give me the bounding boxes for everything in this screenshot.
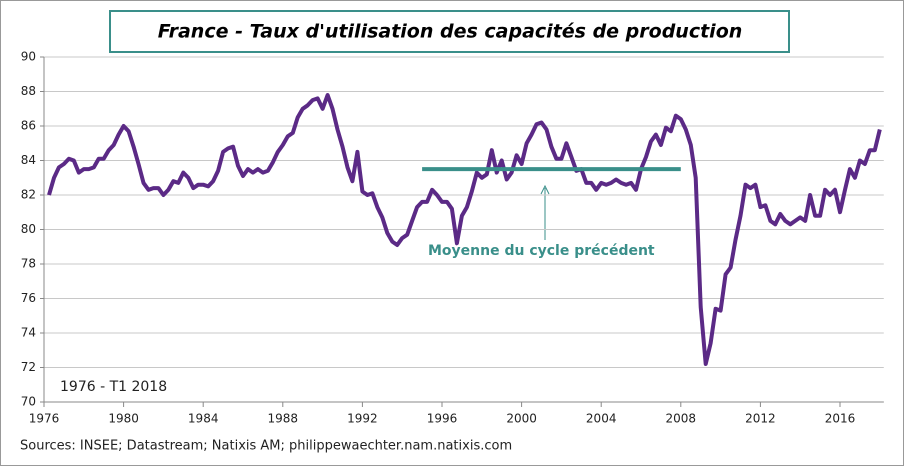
x-tick-label: 2004 bbox=[586, 412, 617, 426]
y-tick-label: 76 bbox=[21, 291, 36, 305]
y-tick-label: 74 bbox=[21, 326, 36, 340]
x-tick-label: 2008 bbox=[666, 412, 697, 426]
y-tick-label: 84 bbox=[21, 153, 36, 167]
chart-title: France - Taux d'utilisation des capacité… bbox=[158, 21, 743, 43]
y-tick-label: 78 bbox=[21, 257, 36, 271]
series-line bbox=[47, 93, 882, 366]
x-tick-label: 2012 bbox=[745, 412, 776, 426]
y-tick-label: 86 bbox=[21, 119, 36, 133]
x-tick-label: 2000 bbox=[506, 412, 537, 426]
source: Sources: INSEE; Datastream; Natixis AM; … bbox=[20, 439, 512, 454]
x-tick-label: 2016 bbox=[825, 412, 856, 426]
y-tick-label: 90 bbox=[21, 50, 36, 64]
x-tick-label: 1988 bbox=[268, 412, 299, 426]
x-tick-label: 1996 bbox=[427, 412, 458, 426]
y-tick-label: 70 bbox=[21, 395, 36, 409]
x-tick-label: 1984 bbox=[188, 412, 219, 426]
x-tick-label: 1992 bbox=[347, 412, 378, 426]
y-tick-label: 80 bbox=[21, 222, 36, 236]
y-tick-label: 88 bbox=[21, 84, 36, 98]
y-tick-label: 82 bbox=[21, 188, 36, 202]
period-label: 1976 - T1 2018 bbox=[60, 379, 167, 395]
x-tick-label: 1976 bbox=[29, 412, 60, 426]
title-box bbox=[109, 10, 790, 53]
annotation: Moyenne du cycle précédent bbox=[428, 243, 655, 259]
arrow-head bbox=[540, 184, 550, 195]
x-tick-label: 1980 bbox=[108, 412, 139, 426]
y-tick-label: 72 bbox=[21, 360, 36, 374]
